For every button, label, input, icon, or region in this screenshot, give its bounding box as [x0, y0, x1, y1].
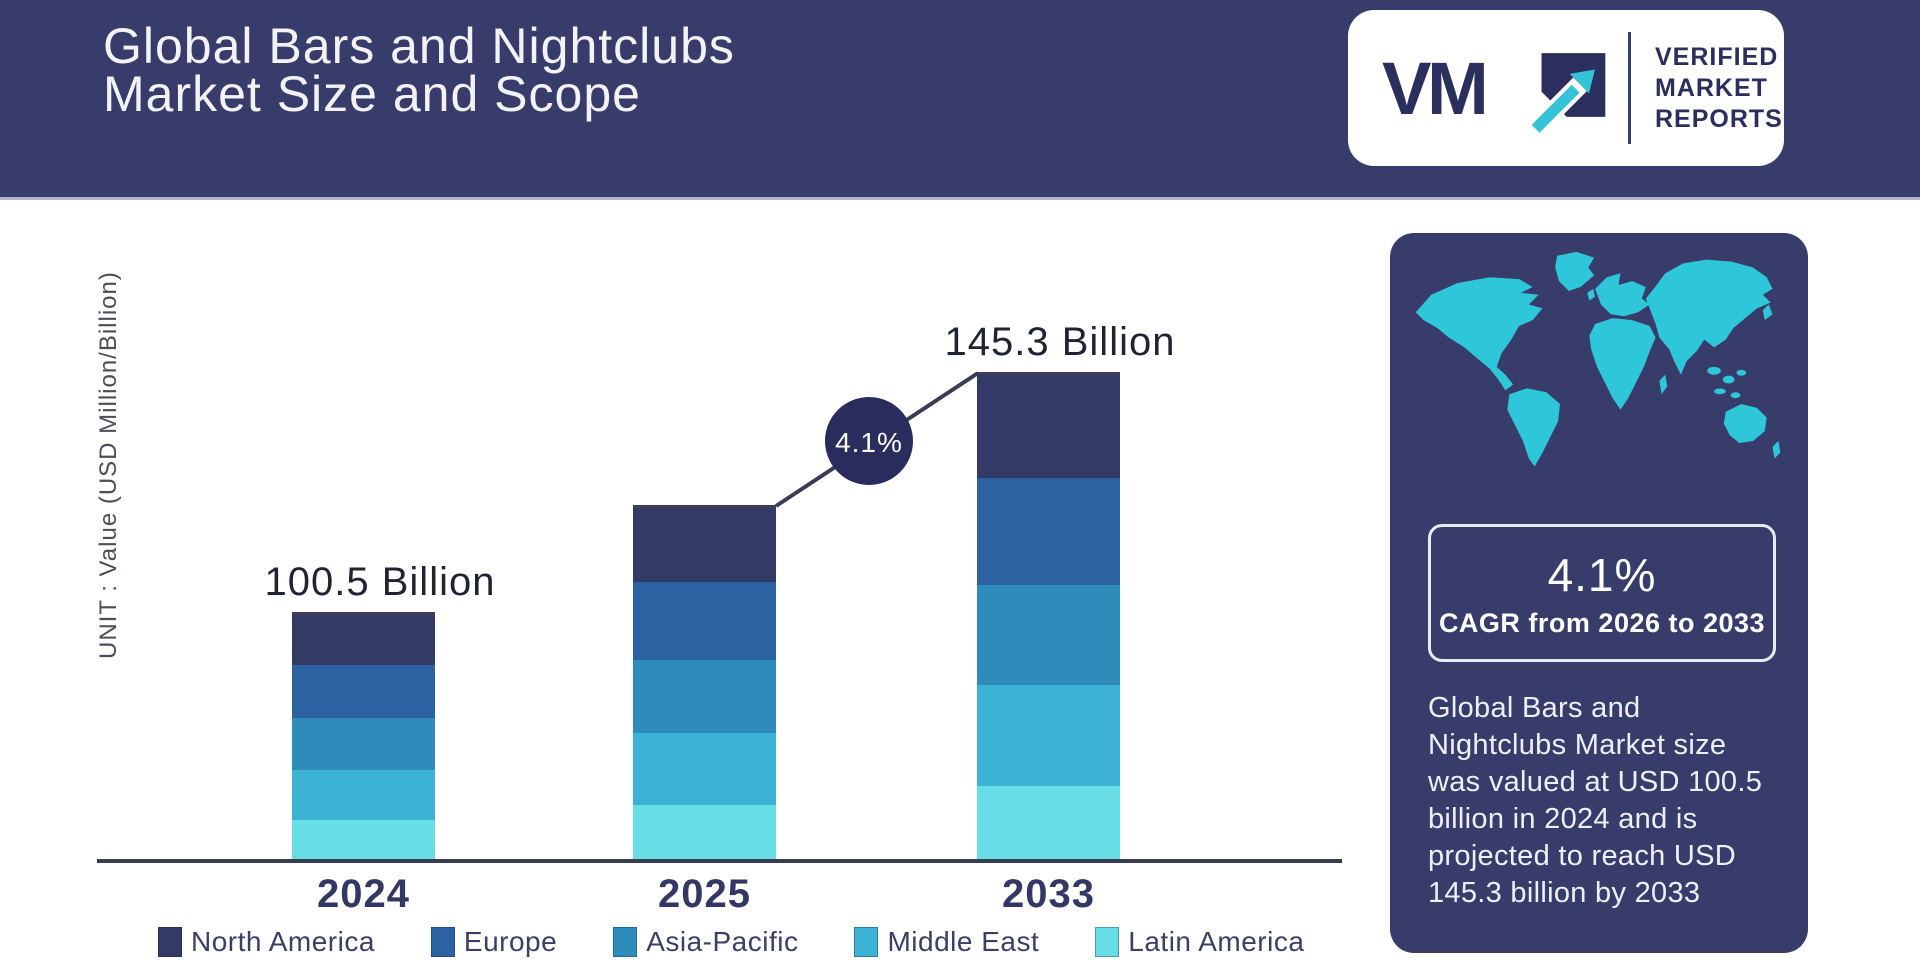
- bar-top-border: [977, 372, 1120, 375]
- market-summary-text: Global Bars and Nightclubs Market size w…: [1428, 692, 1763, 909]
- logo-divider: [1628, 32, 1631, 144]
- bar-2024-segment-latin-america: [292, 820, 435, 860]
- y-axis-unit-label: UNIT : Value (USD Million/Billion): [95, 271, 122, 659]
- legend-item-middle-east: Middle East: [854, 926, 1039, 958]
- value-label-2024: 100.5 Billion: [264, 560, 496, 604]
- vmr-logo: VM VERIFIED MARKET REPORTS: [1348, 10, 1784, 166]
- legend-item-north-america: North America: [158, 926, 375, 958]
- legend-item-asia-pacific: Asia-Pacific: [613, 926, 798, 958]
- value-label-2033: 145.3 Billion: [944, 320, 1176, 364]
- x-axis-line: [97, 859, 1342, 863]
- legend-label-middle-east: Middle East: [887, 926, 1040, 957]
- growth-badge-circle: [825, 397, 913, 485]
- x-axis-label-2024: 2024: [317, 872, 410, 916]
- summary-panel: 4.1% CAGR from 2026 to 2033 Global Bars …: [1390, 233, 1808, 953]
- bar-2025-segment-middle-east: [633, 733, 776, 805]
- bar-2033-segment-europe: [977, 478, 1120, 585]
- cagr-value: 4.1%: [1547, 548, 1657, 601]
- legend-item-europe: Europe: [430, 926, 558, 958]
- bar-2033: [977, 372, 1120, 860]
- world-map-icon: [1415, 251, 1781, 467]
- vmr-logo-mark-icon: VM: [1382, 47, 1606, 138]
- vmr-logo-letters: VM: [1382, 47, 1484, 130]
- bar-2024: [292, 612, 435, 860]
- cagr-box: 4.1% CAGR from 2026 to 2033: [1428, 524, 1776, 662]
- chart-legend: North America Europe Asia-Pacific Middle Ea…: [158, 926, 1304, 958]
- legend-item-latin-america: Latin America: [1095, 926, 1304, 958]
- bar-2024-segment-europe: [292, 665, 435, 718]
- bar-2033-segment-asia-pacific: [977, 585, 1120, 685]
- legend-label-latin-america: Latin America: [1128, 926, 1305, 957]
- bar-2033-segment-north-america: [977, 372, 1120, 478]
- legend-swatch-europe: [430, 927, 455, 957]
- header-bar: Global Bars and Nightclubs Market Size a…: [0, 0, 1920, 200]
- legend-swatch-latin-america: [1095, 927, 1120, 957]
- bar-2025-segment-latin-america: [633, 805, 776, 860]
- legend-swatch-north-america: [158, 927, 182, 957]
- x-axis-label-2033: 2033: [1002, 872, 1095, 916]
- growth-badge-value: 4.1%: [835, 427, 903, 458]
- x-axis-label-2025: 2025: [658, 872, 751, 916]
- bar-2025-segment-asia-pacific: [633, 660, 776, 733]
- bar-2024-segment-north-america: [292, 612, 435, 665]
- page-title-line1: Global Bars and Nightclubs: [103, 18, 735, 74]
- logo-word-verified: VERIFIED: [1655, 42, 1779, 71]
- bar-top-border: [292, 612, 435, 615]
- logo-wordmark: VERIFIED MARKET REPORTS: [1655, 42, 1783, 135]
- bar-2025-segment-north-america: [633, 505, 776, 582]
- legend-swatch-middle-east: [854, 927, 879, 957]
- bar-2025-segment-europe: [633, 582, 776, 660]
- legend-label-asia-pacific: Asia-Pacific: [646, 926, 799, 957]
- legend-label-europe: Europe: [463, 926, 558, 957]
- page-title-line2: Market Size and Scope: [103, 66, 641, 122]
- bar-2033-segment-latin-america: [977, 786, 1120, 860]
- cagr-caption: CAGR from 2026 to 2033: [1438, 607, 1766, 638]
- growth-connector-line: [774, 371, 980, 508]
- page-title: Global Bars and Nightclubs Market Size a…: [103, 18, 735, 122]
- vmr-arrow-block-icon: [1527, 53, 1606, 138]
- logo-word-reports: REPORTS: [1655, 104, 1783, 133]
- legend-swatch-asia-pacific: [613, 927, 638, 957]
- legend-label-north-america: North America: [191, 926, 375, 957]
- bar-top-border: [633, 505, 776, 508]
- bar-2024-segment-middle-east: [292, 770, 435, 820]
- bar-2025: [633, 505, 776, 860]
- bar-2024-segment-asia-pacific: [292, 718, 435, 770]
- bar-2033-segment-middle-east: [977, 685, 1120, 786]
- logo-word-market: MARKET: [1655, 73, 1768, 102]
